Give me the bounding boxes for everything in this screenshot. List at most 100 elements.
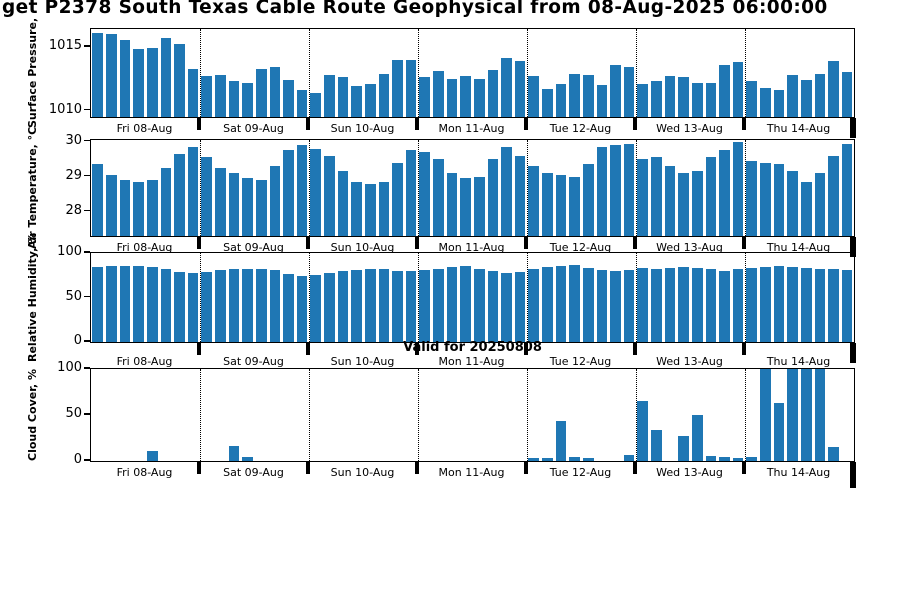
day-separator-gridline <box>527 253 528 342</box>
bar <box>460 76 471 117</box>
day-boundary-tick <box>633 462 637 474</box>
bar <box>337 171 349 236</box>
bar <box>582 74 594 117</box>
bar <box>296 145 308 236</box>
bar <box>664 268 676 342</box>
relative-humidity-panel: Relative Humidity, % 0 50 100 Fri 08-Aug Sat… <box>26 233 856 368</box>
bar <box>610 145 621 236</box>
bar <box>732 458 744 461</box>
bar <box>569 73 580 117</box>
bar <box>555 421 567 461</box>
bar <box>378 73 390 117</box>
bar <box>760 162 771 236</box>
bar <box>174 271 185 342</box>
bar <box>460 178 471 236</box>
day-boundary-tick <box>850 462 856 488</box>
bar <box>324 272 335 342</box>
bar <box>841 269 853 342</box>
bar <box>310 92 322 117</box>
bar <box>746 457 758 461</box>
day-boundary-tick <box>415 343 419 355</box>
bar <box>146 180 158 236</box>
day-label: Sun 10-Aug <box>330 122 395 135</box>
bar <box>678 267 689 342</box>
bar <box>719 457 730 461</box>
y-tick-mark <box>84 108 90 111</box>
bar <box>433 71 444 117</box>
y-tick-mark <box>84 459 90 461</box>
day-label: Wed 13-Aug <box>656 466 723 479</box>
day-label: Sun 10-Aug <box>330 355 395 368</box>
bar <box>460 266 471 342</box>
y-tick-mark <box>84 45 90 47</box>
bar <box>569 265 580 342</box>
day-label: Thu 14-Aug <box>766 241 831 254</box>
bar <box>637 83 649 117</box>
bar <box>542 173 553 236</box>
bar <box>528 269 540 342</box>
bar <box>473 269 485 342</box>
day-label: Sat 09-Aug <box>223 466 284 479</box>
bar <box>392 59 403 117</box>
day-label: Sun 10-Aug <box>330 466 395 479</box>
bar <box>542 458 553 461</box>
bar <box>187 146 199 236</box>
bar <box>514 155 526 236</box>
bar <box>691 82 703 117</box>
bar <box>719 64 730 117</box>
day-separator-gridline <box>418 140 419 236</box>
day-boundary-tick <box>524 237 528 249</box>
bar <box>787 74 798 117</box>
y-tick-mark <box>84 174 90 177</box>
bar <box>174 44 185 117</box>
bar <box>242 82 253 117</box>
y-tick-label: 0 <box>73 333 82 348</box>
bar <box>215 167 226 236</box>
bar <box>501 272 512 342</box>
day-label: Wed 13-Aug <box>656 355 723 368</box>
cloud-cover-ylabel: Cloud Cover, % <box>26 368 39 462</box>
bar <box>800 80 812 117</box>
bar <box>623 454 635 461</box>
bar <box>419 152 431 236</box>
bar <box>664 166 676 236</box>
y-tick-label: 29 <box>65 167 82 183</box>
bar <box>473 78 485 117</box>
bar <box>501 146 512 236</box>
day-separator-gridline <box>200 369 201 461</box>
bar <box>800 268 812 342</box>
day-label: Tue 12-Aug <box>549 466 612 479</box>
bar <box>160 269 172 342</box>
day-separator-gridline <box>636 140 637 236</box>
day-separator-gridline <box>418 29 419 117</box>
bar <box>651 157 662 236</box>
bar <box>228 269 240 342</box>
day-label: Wed 13-Aug <box>656 241 723 254</box>
bar <box>378 181 390 236</box>
bar <box>487 69 499 117</box>
bar <box>228 81 240 117</box>
bar <box>528 76 540 117</box>
bar <box>419 269 431 342</box>
day-separator-gridline <box>200 140 201 236</box>
bar <box>773 266 785 342</box>
day-boundary-tick <box>742 118 746 130</box>
bar <box>255 68 267 117</box>
bar <box>269 166 281 236</box>
bar <box>501 58 512 117</box>
bar <box>364 83 376 117</box>
bar <box>582 164 594 236</box>
day-separator-gridline <box>418 253 419 342</box>
bar <box>160 167 172 236</box>
relative-humidity-plot-area <box>90 252 855 343</box>
bar <box>324 74 335 117</box>
bar <box>446 173 458 236</box>
day-label: Tue 12-Aug <box>549 355 612 368</box>
bar <box>351 269 362 342</box>
day-boundary-tick <box>415 118 419 130</box>
y-tick-label: 100 <box>57 360 82 375</box>
air-temperature-panel: Air Temperature, °C 28 29 30 Fri 08-Aug Sat … <box>26 127 856 257</box>
bar <box>283 274 294 342</box>
bar <box>242 178 253 236</box>
bar <box>760 87 771 117</box>
